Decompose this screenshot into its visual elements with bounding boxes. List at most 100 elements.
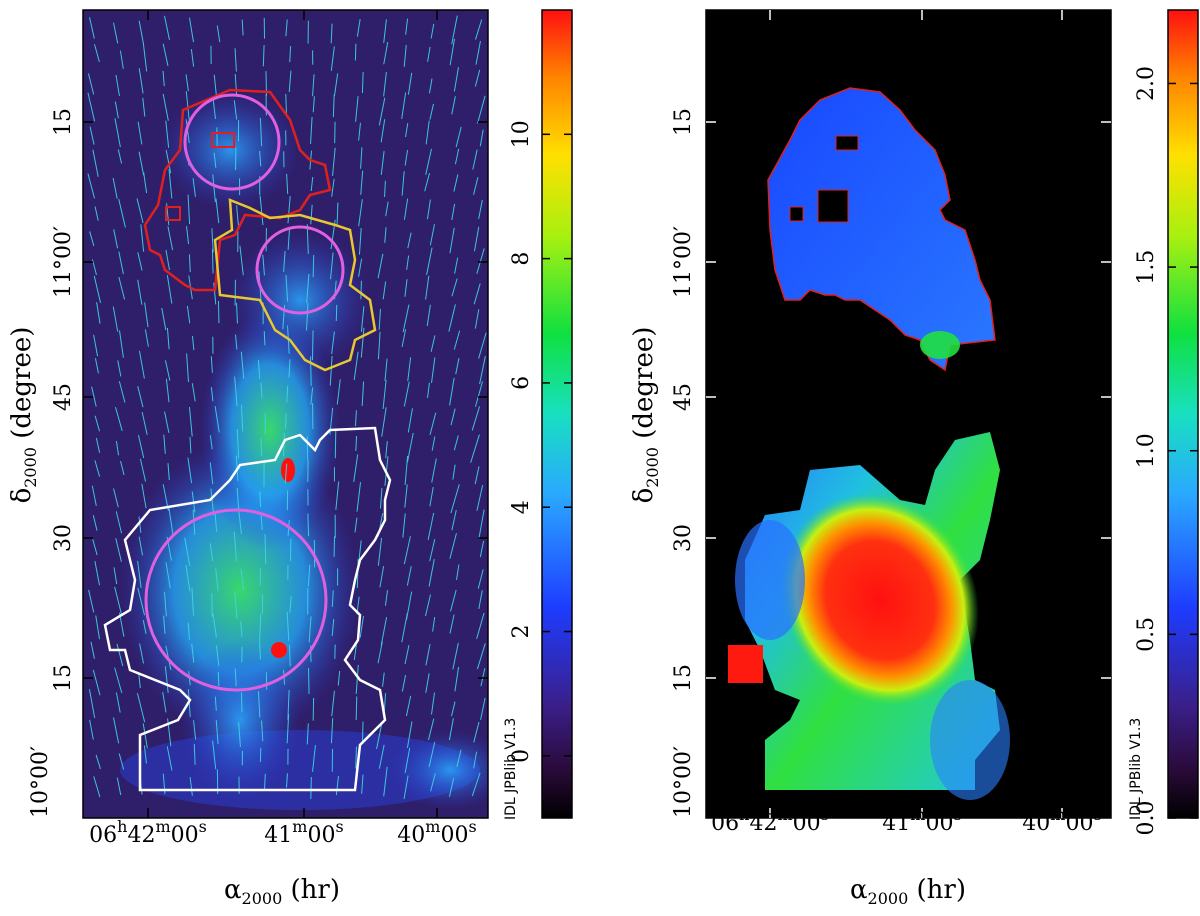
polarization-vector: [92, 669, 101, 696]
polarization-vector: [449, 227, 455, 254]
polarization-vector: [118, 277, 126, 300]
polarization-vector: [473, 721, 480, 743]
polarization-vector: [306, 224, 309, 254]
polarization-vector: [138, 20, 144, 44]
polarization-vector: [406, 566, 412, 586]
polarization-vector: [333, 73, 339, 96]
polarization-vector: [401, 613, 408, 643]
polarization-vector: [332, 147, 336, 177]
polarization-vector: [113, 567, 118, 585]
polarization-vector: [87, 92, 96, 122]
polarization-vector: [238, 511, 242, 535]
polarization-vector: [161, 307, 167, 331]
polarization-vector: [453, 174, 459, 192]
polarization-vector: [93, 334, 99, 357]
polarization-vector: [380, 119, 386, 143]
polarization-vector: [476, 484, 484, 511]
polarization-vector: [450, 408, 456, 426]
polarization-vector: [473, 177, 479, 195]
polarization-vector: [360, 280, 362, 300]
polarization-vector: [404, 484, 408, 508]
polarization-vector: [192, 509, 196, 535]
polarization-vector: [138, 68, 144, 94]
right-credit: IDL JPBlib V1.3: [1128, 718, 1144, 820]
polarization-vector: [114, 586, 123, 617]
polarization-vector: [144, 302, 149, 328]
polarization-vector: [378, 308, 381, 330]
polarization-vector: [113, 229, 119, 249]
polarization-vector: [193, 743, 196, 765]
polarization-vector: [162, 93, 169, 121]
polarization-vector: [187, 194, 191, 225]
polarization-vector: [167, 463, 170, 481]
polarization-vector: [113, 22, 119, 44]
polarization-vector: [137, 121, 143, 145]
polarization-vector: [286, 773, 288, 788]
polarization-vector: [163, 615, 166, 634]
polarization-vector: [137, 385, 144, 408]
polarization-vector: [96, 302, 101, 324]
polarization-vector: [168, 506, 174, 536]
polarization-vector: [165, 378, 170, 403]
polarization-vector: [87, 173, 95, 199]
colorbar-tick-label: 8: [509, 252, 534, 266]
right-xtick-2: 40m00s: [1022, 805, 1101, 836]
polarization-vector: [115, 74, 120, 96]
polarization-vector: [355, 746, 357, 769]
polarization-vector: [210, 356, 213, 373]
polarization-vector: [358, 258, 363, 277]
polarization-vector: [452, 464, 456, 480]
polarization-vector: [358, 199, 363, 227]
right-ytick-4: 11°00′: [671, 226, 696, 298]
polarization-vector: [404, 279, 408, 297]
polarization-vector: [213, 282, 217, 305]
polarization-vector: [406, 255, 410, 270]
polarization-vector: [117, 360, 122, 377]
polarization-vector: [430, 335, 436, 352]
colorbar-tick-label: 1.0: [1134, 433, 1159, 468]
left-plot-frame: [82, 9, 489, 819]
polarization-vector: [383, 19, 387, 44]
right-colorbar-ticks: 0.0 0.5 1.0 1.5 2.0: [1134, 66, 1198, 836]
polarization-vector: [144, 329, 149, 347]
polarization-vector: [402, 304, 410, 333]
polarization-vector: [384, 358, 388, 381]
right-ytick-2: 30: [671, 524, 696, 552]
polarization-vector: [214, 696, 217, 711]
polarization-vector: [331, 590, 334, 607]
polarization-vector: [166, 275, 173, 304]
polarization-vector: [240, 351, 245, 379]
polarization-vector: [403, 44, 407, 67]
polarization-vector: [191, 336, 195, 351]
polarization-vector: [162, 43, 169, 67]
polarization-vector: [335, 775, 339, 796]
polarization-vector: [238, 722, 241, 748]
polarization-vector: [89, 126, 95, 145]
polarization-vector: [138, 536, 143, 556]
polarization-vector: [87, 73, 95, 95]
polarization-vector: [283, 251, 286, 272]
polarization-vector: [185, 565, 191, 592]
polarization-vector: [118, 251, 124, 275]
polarization-vector: [209, 462, 214, 485]
polarization-vector: [380, 151, 385, 175]
polarization-vector: [191, 643, 195, 663]
polarization-vector: [120, 460, 125, 476]
polarization-vector: [310, 204, 313, 225]
polarization-vector: [335, 304, 338, 322]
polarization-vector: [287, 196, 291, 224]
polarization-vector: [382, 379, 387, 410]
polarization-vector: [257, 691, 261, 718]
colorbar-tick-label: 10: [509, 120, 534, 148]
polarization-vector: [308, 616, 312, 643]
polarization-vector: [211, 228, 214, 253]
left-ytick-5: 15: [51, 108, 76, 136]
polarization-vector: [456, 564, 460, 580]
polarization-vector: [378, 97, 386, 126]
polarization-vector: [92, 539, 98, 556]
polarization-vector: [241, 19, 244, 36]
polarization-vector: [331, 331, 335, 355]
polarization-vector: [479, 540, 485, 558]
polarization-vector: [384, 180, 386, 198]
polarization-vector: [95, 754, 101, 770]
